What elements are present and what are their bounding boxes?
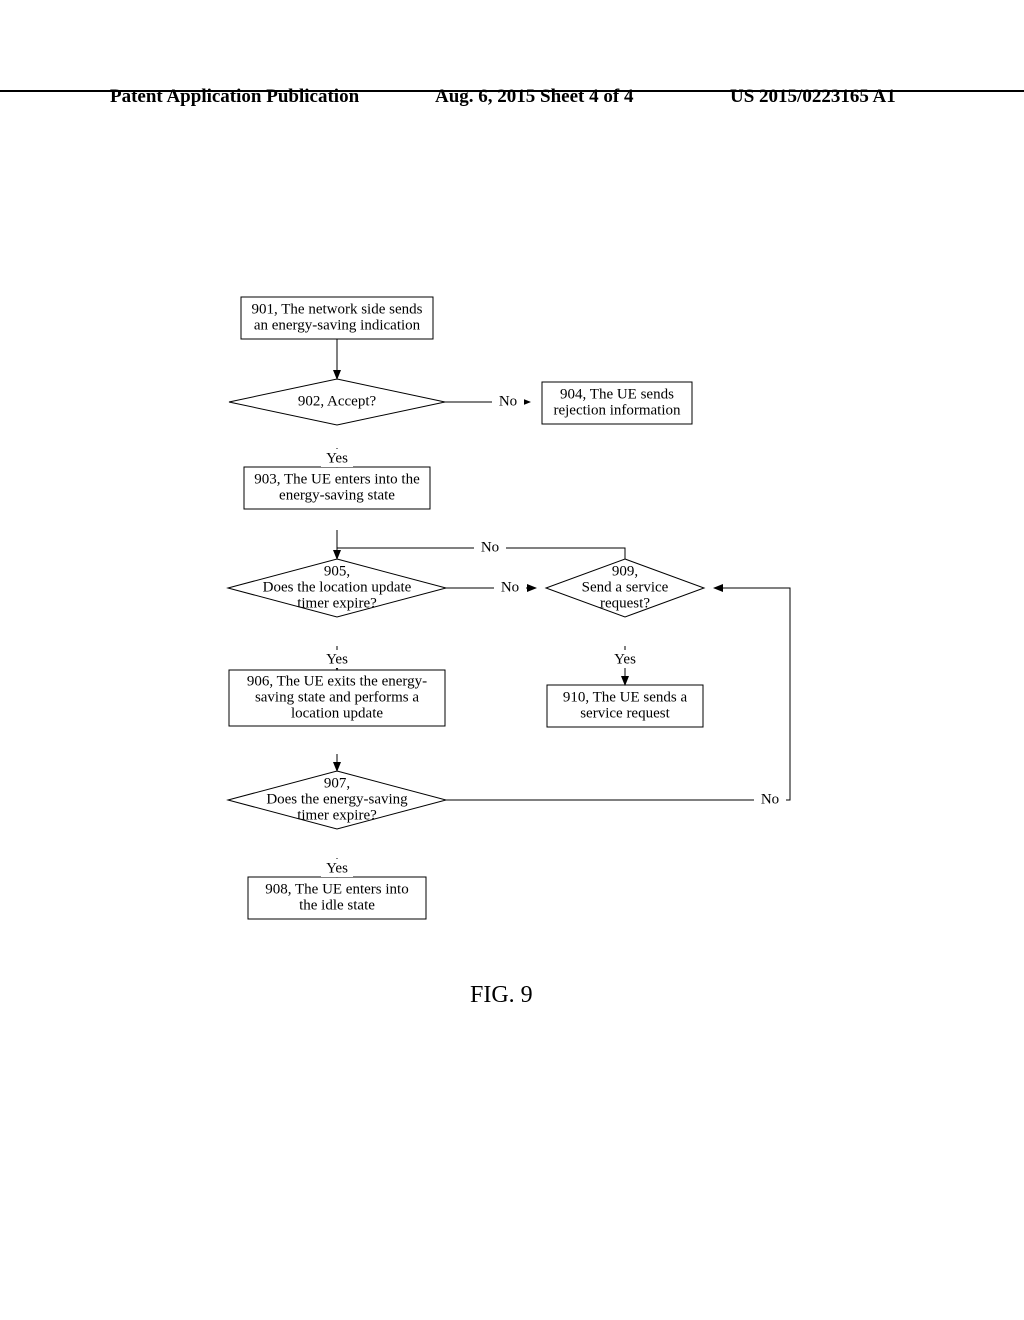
flow-node-text: Does the energy-saving [266,791,408,807]
flow-node-text: 905, [324,563,350,579]
flow-edge-label: No [481,539,499,555]
flow-node-text: the idle state [299,897,375,913]
flow-edge-label: No [501,579,519,595]
flow-node-text: saving state and performs a [255,689,419,705]
flow-node-text: 907, [324,775,350,791]
flow-node-text: timer expire? [297,807,377,823]
flow-edge-label: No [499,393,517,409]
figure-caption: FIG. 9 [470,982,533,1009]
flow-node-text: request? [600,595,650,611]
flow-node-text: service request [580,705,670,721]
flow-node-text: 904, The UE sends [560,386,674,402]
flow-node-text: location update [291,705,383,721]
flow-node-text: 901, The network side sends [252,301,423,317]
flow-edge-label: No [761,791,779,807]
flow-node-text: Send a service [582,579,669,595]
flow-node-text: timer expire? [297,595,377,611]
flow-node-text: 908, The UE enters into [265,881,408,897]
flow-node-text: 903, The UE enters into the [254,471,420,487]
flow-edge-label: Yes [326,450,348,466]
flowchart-diagram: 901, The network side sendsan energy-sav… [0,0,1024,1320]
flow-node-text: an energy-saving indication [254,317,421,333]
flow-node-text: Does the location update [263,579,412,595]
flow-node-text: 906, The UE exits the energy- [247,673,427,689]
flow-node-text: 910, The UE sends a [563,689,688,705]
flow-node-text: energy-saving state [279,487,395,503]
flow-node-text: 902, Accept? [298,393,377,409]
flow-edge-label: Yes [326,651,348,667]
flow-node-text: rejection information [553,402,681,418]
flow-edge-label: Yes [614,651,636,667]
flow-edge-label: Yes [326,860,348,876]
flow-node-text: 909, [612,563,638,579]
